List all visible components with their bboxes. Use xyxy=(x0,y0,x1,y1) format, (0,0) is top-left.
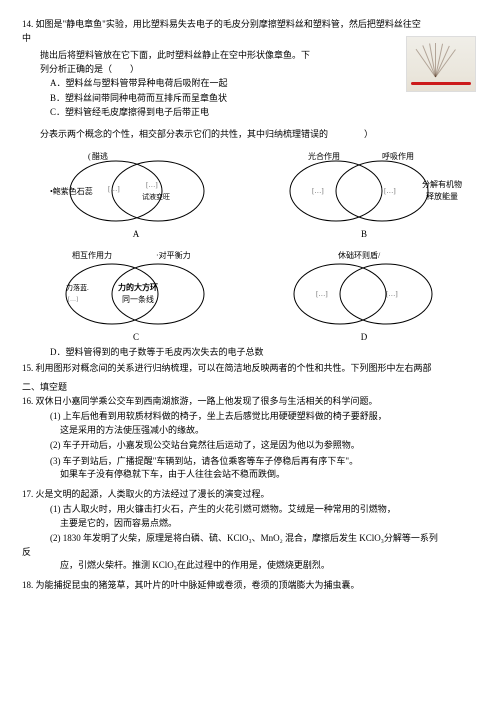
question-17: 17. 火是文明的起源，人类取火的方法经过了漫长的演变过程。 (1) 古人取火时… xyxy=(22,488,478,573)
svg-text:释放能量: 释放能量 xyxy=(426,191,458,201)
svg-text:[…]: […] xyxy=(316,290,328,298)
vennC-label: C xyxy=(31,331,241,345)
vennB-label: B xyxy=(259,228,469,242)
svg-text:力的大方环: 力的大方环 xyxy=(118,282,158,292)
q18-text: 为能捕捉昆虫的猪笼草，其叶片的叶中脉延伸或卷须，卷须的顶端膨大为捕虫囊。 xyxy=(36,580,360,590)
q16-1b: 这是采用的方法使压强减小的缘故。 xyxy=(22,424,478,438)
svg-text:相互作用力: 相互作用力 xyxy=(72,250,112,260)
venn-B: 光合作用 呼吸作用 […] […] 分解有机物 释放能量 B xyxy=(259,147,469,242)
q17-1a: (1) 古人取火时，用火镰击打火石，产生的火花引燃可燃物。艾绒是一种常用的引燃物… xyxy=(22,503,478,517)
svg-text:醋逃: 醋逃 xyxy=(92,151,108,161)
svg-text:试液变旺: 试液变旺 xyxy=(142,192,170,201)
q14-optC: C．塑料管经毛皮摩擦得到电子后带正电 xyxy=(22,106,478,120)
vennA-leftTop: ( xyxy=(88,152,91,161)
q16-2: (2) 车子开动后，小嘉发现公交站台竟然往后运动了，这是因为他以为参照物。 xyxy=(22,439,478,453)
q14-line1: 如图是"静电章鱼"实验，用比塑料易失去电子的毛皮分别摩擦塑料丝和塑料管，然后把塑… xyxy=(36,19,421,29)
q14-line2: 抛出后将塑料管放在它下面，此时塑料丝静止在空中形状像章鱼。下 xyxy=(22,49,332,63)
svg-text:•鲍紫色石蕊: •鲍紫色石蕊 xyxy=(50,186,93,196)
q16-1a: (1) 上车后他看到用软质材料做的椅子，坐上去后感觉比用硬硬塑料做的椅子要舒服， xyxy=(22,410,478,424)
svg-text:[…]: […] xyxy=(312,187,324,195)
q17-2c: 应，引燃火柴杆。推测 KClO₃在此过程中的作用是，使燃烧更剧烈。 xyxy=(22,559,478,573)
q14-optD: D．塑料管得到的电子数等于毛皮丙次失去的电子总数 xyxy=(22,346,478,360)
venn-C: 相互作用力 ·对平衡力 力落蓝. […] 力的大方环 同一条线 C xyxy=(31,246,241,345)
vennA-label: A xyxy=(31,228,241,242)
venn-A: ( 醋逃 •鲍紫色石蕊 […] […] 试液变旺 A xyxy=(31,147,241,242)
q17-2a: (2) 1830 年发明了火柴，原理是将白磷、硫、KClO₃、MnO₂ 混合，摩… xyxy=(22,532,478,546)
svg-text:[…]: […] xyxy=(68,297,78,303)
svg-text:[…]: […] xyxy=(384,187,396,195)
section-2-title: 二、填空题 xyxy=(22,381,478,395)
venn-row-2: 相互作用力 ·对平衡力 力落蓝. […] 力的大方环 同一条线 C 休础环则盾/… xyxy=(22,246,478,345)
question-16: 16. 双休日小嘉同学乘公交车到西南湖旅游，一路上他发现了很多与生活相关的科学问… xyxy=(22,395,478,482)
svg-text:光合作用: 光合作用 xyxy=(308,151,340,161)
venn-row-1: ( 醋逃 •鲍紫色石蕊 […] […] 试液变旺 A 光合作用 呼吸作用 […]… xyxy=(22,147,478,242)
q14-mid: 分表示两个概念的个性，相交部分表示它们的共性，其中归纳梳理错误的 ） xyxy=(22,128,478,142)
vennD-label: D xyxy=(259,331,469,345)
svg-text:[…]: […] xyxy=(146,181,158,189)
svg-text:力落蓝.: 力落蓝. xyxy=(66,283,89,292)
q15-number: 15. xyxy=(22,363,33,373)
q16-3b: 如果车子没有停稳就下车，由于人往往会站不稳而跌倒。 xyxy=(22,468,478,482)
q17-number: 17. xyxy=(22,489,33,499)
q17-intro: 火是文明的起源，人类取火的方法经过了漫长的演变过程。 xyxy=(36,489,270,499)
experiment-photo xyxy=(406,36,476,92)
svg-text:同一条线: 同一条线 xyxy=(122,294,154,304)
q14-optB: B．塑料丝间带同种电荷而互排斥而呈章鱼状 xyxy=(22,92,478,106)
question-15: 15. 利用图形对概念间的关系进行归纳梳理，可以在简洁地反映两者的个性和共性。下… xyxy=(22,362,478,376)
plastic-rod xyxy=(411,82,471,85)
q15-text: 利用图形对概念间的关系进行归纳梳理，可以在简洁地反映两者的个性和共性。下列图形中… xyxy=(36,363,432,373)
svg-text:[…]: […] xyxy=(386,290,398,298)
q18-number: 18. xyxy=(22,580,33,590)
q16-number: 16. xyxy=(22,396,33,406)
svg-text:[…]: […] xyxy=(108,185,120,193)
svg-text:呼吸作用: 呼吸作用 xyxy=(382,151,414,161)
venn-D: 休础环则盾/ […] […] D xyxy=(259,246,469,345)
q17-2b: 反 xyxy=(22,546,478,560)
svg-text:分解有机物: 分解有机物 xyxy=(422,179,462,189)
q16-intro: 双休日小嘉同学乘公交车到西南湖旅游，一路上他发现了很多与生活相关的科学问题。 xyxy=(36,396,378,406)
svg-text:·对平衡力: ·对平衡力 xyxy=(156,250,191,260)
q16-3a: (3) 车子到站后，广播提醒"车辆到站，请各位乘客等车子停稳后再有序下车"。 xyxy=(22,455,478,469)
q14-number: 14. xyxy=(22,19,33,29)
svg-text:休础环则盾/: 休础环则盾/ xyxy=(338,250,381,260)
question-18: 18. 为能捕捉昆虫的猪笼草，其叶片的叶中脉延伸或卷须，卷须的顶端膨大为捕虫囊。 xyxy=(22,579,478,593)
q17-1b: 主要是它的，因而容易点燃。 xyxy=(22,517,478,531)
question-14: 14. 如图是"静电章鱼"实验，用比塑料易失去电子的毛皮分别摩擦塑料丝和塑料管，… xyxy=(22,18,478,141)
